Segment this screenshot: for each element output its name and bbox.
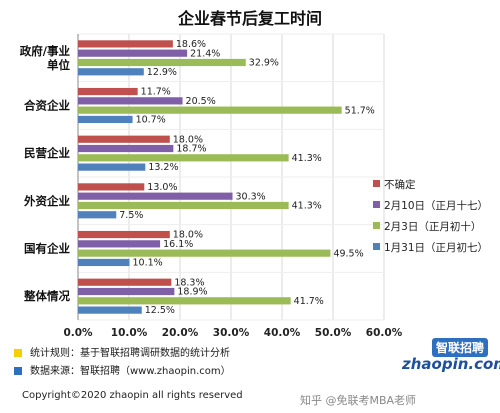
x-tick-label: 0.0% bbox=[63, 327, 93, 339]
category-label: 国有企业 bbox=[24, 242, 70, 256]
legend-swatch bbox=[373, 180, 380, 187]
bar bbox=[78, 240, 161, 248]
bar bbox=[78, 115, 133, 124]
x-tick-label: 40.0% bbox=[264, 327, 301, 339]
bar-value-label: 30.3% bbox=[236, 191, 266, 202]
bar bbox=[78, 40, 173, 48]
bar bbox=[78, 297, 291, 305]
legend-label: 2月10日（正月十七） bbox=[384, 199, 488, 212]
watermark-text: 知乎 @免联考MBA老师 bbox=[300, 394, 417, 407]
bar bbox=[78, 201, 289, 210]
bar bbox=[78, 49, 188, 57]
x-tick-label: 60.0% bbox=[366, 327, 403, 339]
bar-value-label: 7.5% bbox=[119, 210, 143, 221]
category-label: 单位 bbox=[47, 58, 70, 72]
note-rule: 统计规则：基于智联招聘调研数据的统计分析 bbox=[14, 344, 230, 359]
legend-swatch bbox=[373, 201, 380, 208]
bar-value-label: 10.1% bbox=[133, 258, 163, 269]
note-source-marker bbox=[14, 367, 22, 375]
bar-value-label: 41.3% bbox=[292, 153, 322, 164]
bar-value-label: 16.1% bbox=[163, 239, 193, 250]
note-rule-marker bbox=[14, 349, 22, 357]
bar-value-label: 51.7% bbox=[345, 105, 375, 116]
x-tick-label: 30.0% bbox=[213, 327, 250, 339]
zhaopin-logo: 智联招聘 zhaopin.com bbox=[402, 336, 500, 380]
bar bbox=[78, 97, 183, 105]
bar-value-label: 49.5% bbox=[333, 248, 363, 259]
note-source: 数据来源：智联招聘（www.zhaopin.com） bbox=[14, 362, 231, 377]
bar-value-label: 11.7% bbox=[141, 87, 171, 98]
bar bbox=[78, 87, 138, 96]
x-tick-label: 50.0% bbox=[315, 327, 352, 339]
bar-value-label: 18.6% bbox=[176, 39, 206, 50]
legend-swatch bbox=[373, 243, 380, 250]
bar-value-label: 18.0% bbox=[173, 134, 203, 145]
bar bbox=[78, 192, 233, 200]
bar bbox=[78, 183, 145, 191]
bar bbox=[78, 258, 130, 267]
legend-swatch bbox=[373, 222, 380, 229]
category-label: 民营企业 bbox=[24, 146, 70, 160]
note-rule-text: 统计规则：基于智联招聘调研数据的统计分析 bbox=[30, 348, 230, 359]
category-label: 外资企业 bbox=[23, 194, 70, 208]
bar-value-label: 12.9% bbox=[147, 67, 177, 78]
bar-value-label: 13.0% bbox=[147, 182, 177, 193]
legend-label: 不确定 bbox=[384, 178, 416, 191]
legend-label: 1月31日（正月初七） bbox=[384, 241, 488, 254]
chart-title: 企业春节后复工时间 bbox=[177, 9, 322, 28]
bar-value-label: 41.7% bbox=[294, 296, 324, 307]
bar-value-label: 32.9% bbox=[249, 58, 279, 69]
legend-label: 2月3日（正月初十） bbox=[384, 220, 481, 233]
category-label: 政府/事业 bbox=[20, 44, 71, 58]
bar-value-label: 18.7% bbox=[176, 144, 206, 155]
bar bbox=[78, 106, 342, 114]
category-label: 合资企业 bbox=[24, 99, 70, 113]
bar-value-label: 12.5% bbox=[145, 305, 175, 316]
bar bbox=[78, 58, 246, 67]
logo-en-text: zhaopin.com bbox=[402, 355, 500, 373]
bar-value-label: 18.9% bbox=[177, 287, 207, 298]
note-source-text: 数据来源：智联招聘（www.zhaopin.com） bbox=[30, 366, 231, 377]
bar bbox=[78, 249, 331, 257]
x-tick-label: 20.0% bbox=[162, 327, 199, 339]
bar bbox=[78, 68, 144, 76]
bar-value-label: 20.5% bbox=[186, 96, 216, 107]
copyright-text: Copyright©2020 zhaopin all rights reserv… bbox=[22, 390, 243, 401]
category-label: 整体情况 bbox=[23, 289, 70, 303]
bar-value-label: 13.2% bbox=[148, 162, 178, 173]
bar bbox=[78, 135, 170, 143]
bar bbox=[78, 154, 289, 162]
logo-cn-text: 智联招聘 bbox=[431, 338, 488, 357]
bar bbox=[78, 287, 175, 296]
bar bbox=[78, 144, 174, 153]
bar-value-label: 18.3% bbox=[174, 277, 204, 288]
bar bbox=[78, 230, 170, 239]
bar-value-label: 21.4% bbox=[190, 48, 220, 59]
bar-value-label: 10.7% bbox=[136, 115, 166, 126]
bar bbox=[78, 278, 172, 286]
bar bbox=[78, 211, 117, 219]
bar-value-label: 18.0% bbox=[173, 230, 203, 241]
bar bbox=[78, 163, 146, 171]
bar-value-label: 41.3% bbox=[292, 201, 322, 212]
x-tick-label: 10.0% bbox=[111, 327, 148, 339]
bar bbox=[78, 306, 142, 314]
bar-chart: 企业春节后复工时间 0.0% 10.0% 20.0% 30.0% 40.0% 50.0% 60… bbox=[20, 9, 488, 339]
